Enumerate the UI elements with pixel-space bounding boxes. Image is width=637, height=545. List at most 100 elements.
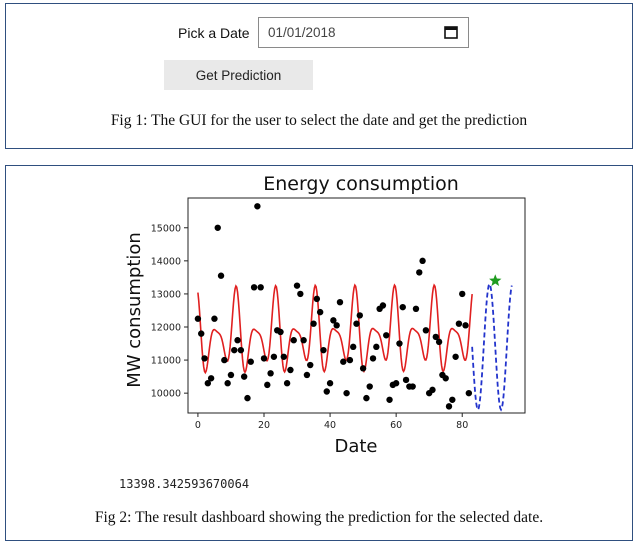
x-axis-label: Date — [334, 436, 377, 457]
data-point — [264, 381, 271, 389]
prediction-output: 13398.342593670064 — [119, 477, 250, 491]
data-point — [379, 302, 387, 309]
y-axis-label: MW consumption — [124, 232, 145, 388]
data-point — [462, 322, 469, 329]
data-point — [316, 308, 324, 316]
data-point — [346, 356, 354, 364]
data-point — [422, 327, 430, 334]
data-point — [254, 203, 261, 210]
prediction-star — [489, 274, 502, 287]
data-point — [396, 340, 403, 347]
data-point — [224, 380, 231, 387]
data-point — [366, 383, 373, 390]
data-point — [247, 358, 254, 365]
data-point — [310, 320, 317, 327]
figure-1-caption: Fig 1: The GUI for the user to select th… — [110, 112, 528, 129]
x-tick-label: 0 — [195, 420, 201, 431]
y-tick-label: 11000 — [151, 356, 181, 367]
data-point — [459, 290, 466, 298]
data-point — [412, 305, 420, 313]
x-tick-label: 40 — [324, 420, 336, 431]
data-point — [277, 328, 284, 336]
data-point — [429, 386, 436, 394]
data-point — [287, 366, 294, 374]
figure-2-caption: Fig 2: The result dashboard showing the … — [94, 509, 544, 526]
calendar-icon[interactable] — [444, 25, 458, 44]
data-point — [237, 346, 245, 354]
date-label: Pick a Date — [178, 25, 250, 41]
data-point — [303, 371, 311, 379]
forecast-line — [471, 282, 513, 412]
data-point — [340, 358, 347, 365]
data-point — [250, 284, 258, 291]
data-point — [399, 303, 406, 311]
data-point — [260, 355, 268, 362]
plot-area — [187, 197, 526, 414]
data-point — [300, 337, 307, 344]
fit-line — [197, 283, 473, 375]
date-input[interactable]: 01/01/2018 — [258, 17, 469, 48]
data-point — [204, 380, 212, 387]
y-tick-label: 10000 — [151, 389, 181, 400]
data-point — [323, 388, 330, 395]
data-point — [207, 375, 215, 382]
data-point — [465, 389, 473, 397]
y-tick-label: 13000 — [151, 289, 181, 300]
data-point — [432, 333, 439, 341]
data-point — [409, 383, 416, 390]
data-point — [293, 282, 301, 289]
data-point — [326, 380, 334, 387]
data-point — [333, 322, 340, 329]
data-point — [270, 353, 278, 360]
data-point — [452, 353, 459, 360]
data-point — [343, 389, 350, 397]
data-point — [307, 361, 314, 369]
data-point — [359, 365, 367, 372]
data-point — [416, 269, 423, 276]
data-point — [320, 346, 327, 354]
data-point — [257, 284, 264, 291]
data-point — [280, 353, 288, 360]
data-point — [240, 373, 248, 380]
data-point — [402, 376, 410, 384]
data-point — [435, 338, 443, 346]
data-point — [353, 320, 360, 327]
data-point — [234, 337, 241, 344]
data-point — [198, 330, 205, 337]
data-point — [267, 370, 274, 377]
data-point — [373, 343, 380, 351]
data-point — [330, 317, 337, 324]
data-point — [386, 396, 393, 403]
data-point — [383, 332, 390, 339]
data-point — [363, 394, 370, 402]
get-prediction-button[interactable]: Get Prediction — [164, 60, 313, 90]
data-point — [449, 396, 456, 403]
data-point — [214, 224, 221, 231]
data-point — [392, 380, 400, 387]
data-point — [455, 320, 463, 327]
x-tick-label: 80 — [456, 420, 468, 431]
data-point — [445, 403, 453, 410]
data-point — [297, 290, 304, 298]
data-point — [349, 343, 357, 351]
data-point — [211, 315, 218, 322]
data-point — [290, 337, 297, 344]
data-point — [221, 356, 228, 364]
data-point — [201, 355, 208, 362]
data-point — [217, 272, 225, 279]
x-tick-label: 60 — [390, 420, 402, 431]
data-point — [231, 346, 238, 354]
y-tick-label: 14000 — [151, 256, 181, 267]
data-point — [244, 394, 251, 402]
data-point — [313, 295, 321, 303]
x-tick-label: 20 — [258, 420, 270, 431]
gui-panel: Pick a Date 01/01/2018 Get Prediction Fi… — [5, 3, 633, 149]
data-point — [336, 298, 344, 306]
energy-consumption-chart: Energy consumption Date MW consumption 0… — [124, 173, 526, 457]
y-tick-label: 15000 — [151, 223, 181, 234]
data-point — [442, 375, 449, 382]
dashboard-panel: Energy consumption Date MW consumption 0… — [5, 165, 633, 541]
data-point — [369, 355, 377, 362]
date-value: 01/01/2018 — [268, 25, 336, 40]
y-tick-label: 12000 — [151, 323, 181, 334]
